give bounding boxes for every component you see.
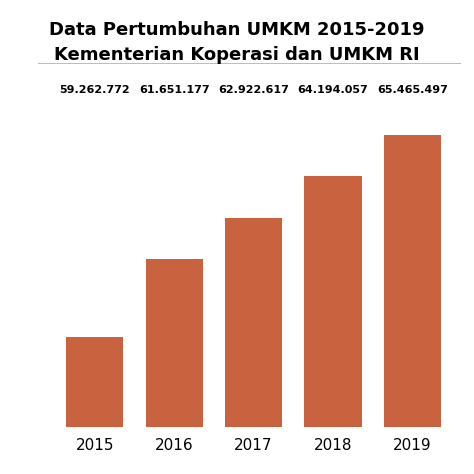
Text: 61.651.177: 61.651.177: [139, 85, 210, 95]
Bar: [225, 218, 282, 474]
Bar: [146, 259, 203, 474]
Text: 62.922.617: 62.922.617: [218, 85, 289, 95]
Text: Data Pertumbuhan UMKM 2015-2019
Kementerian Koperasi dan UMKM RI: Data Pertumbuhan UMKM 2015-2019 Kementer…: [49, 21, 425, 64]
Bar: [304, 176, 362, 474]
Bar: [384, 135, 441, 474]
Text: 64.194.057: 64.194.057: [298, 85, 368, 95]
Text: 65.465.497: 65.465.497: [377, 85, 448, 95]
Text: 59.262.772: 59.262.772: [59, 85, 130, 95]
Bar: [66, 337, 123, 474]
